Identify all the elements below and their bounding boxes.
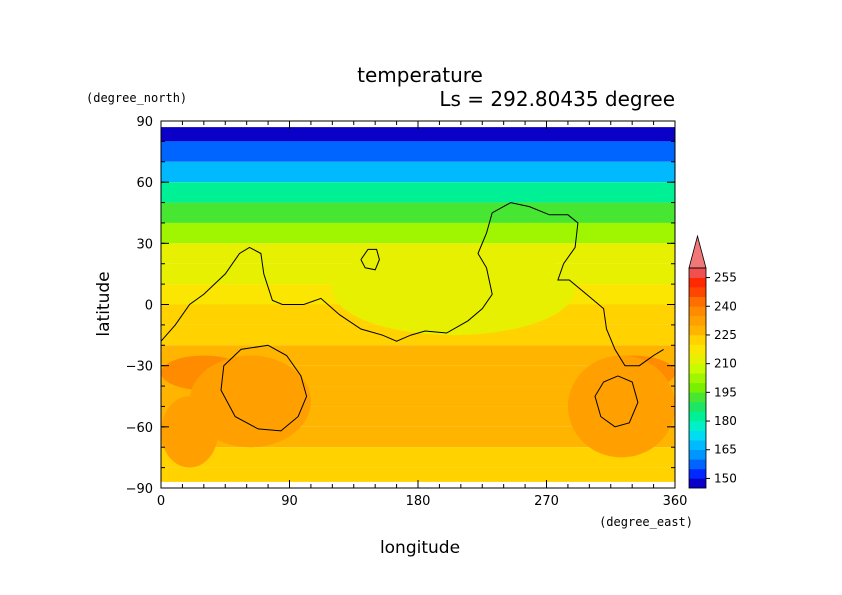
axes: 0 90 180 270 360 90 60 30 0 −30 −60 −90 [126, 115, 688, 509]
field-band [161, 161, 675, 183]
colorbar-swatch [689, 401, 706, 412]
colorbar-swatch [689, 430, 706, 441]
y-axis-label: latitude [94, 271, 114, 336]
field-band [161, 345, 675, 366]
x-unit-label: (degree_east) [599, 515, 693, 529]
field-band [161, 467, 675, 482]
colorbar-tick-label: 225 [714, 328, 737, 342]
colorbar-tick-label: 165 [714, 443, 737, 457]
colorbar-extend-arrow [688, 234, 707, 269]
x-tick-label: 270 [534, 494, 559, 509]
colorbar-tick-label: 255 [714, 271, 737, 285]
contour-line [360, 248, 380, 271]
colorbar-swatch [689, 449, 706, 460]
colorbar-swatch [689, 315, 706, 326]
contour-line [220, 344, 308, 432]
field-band [161, 447, 675, 468]
field-region [189, 355, 311, 448]
field-band [161, 141, 675, 162]
y-tick-label: 60 [136, 176, 153, 191]
x-tick-label: 0 [157, 494, 165, 509]
field-band [161, 202, 675, 223]
y-tick-label: −30 [126, 360, 153, 375]
colorbar-swatch [689, 344, 706, 355]
colorbar-swatch [689, 459, 706, 470]
x-tick-label: 360 [663, 494, 688, 509]
colorbar-swatch [689, 373, 706, 384]
y-tick-label: −60 [126, 421, 153, 436]
contour-line [594, 375, 639, 428]
colorbar-swatch [689, 325, 706, 336]
chart-title: temperature [357, 63, 483, 87]
colorbar-swatch [689, 363, 706, 374]
field-band [161, 127, 675, 142]
temperature-field [161, 121, 675, 488]
colorbar-swatch [689, 392, 706, 403]
colorbar-tick-label: 150 [714, 471, 737, 485]
colorbar-swatch [689, 421, 706, 431]
continent-contours [161, 202, 664, 432]
colorbar-swatch [689, 268, 706, 278]
x-tick-label: 90 [281, 494, 298, 509]
y-tick-label: 30 [136, 237, 153, 252]
colorbar: 150 165 180 195 210 225 240 255 [688, 234, 737, 489]
colorbar-tick-label: 240 [714, 299, 737, 313]
x-axis-label: longitude [380, 538, 460, 558]
colorbar-swatch [689, 334, 706, 345]
chart-subtitle: Ls = 292.80435 degree [439, 87, 675, 111]
x-tick-label: 180 [406, 494, 431, 509]
colorbar-swatch [689, 478, 706, 489]
colorbar-swatch [689, 296, 706, 307]
field-band [161, 182, 675, 203]
contour-line [161, 202, 664, 367]
y-unit-label: (degree_north) [86, 91, 187, 105]
colorbar-swatch [689, 354, 706, 364]
colorbar-swatch [689, 411, 706, 422]
colorbar-swatch [689, 468, 706, 479]
y-tick-label: 0 [145, 299, 153, 314]
field-band [161, 324, 675, 346]
colorbar-swatch [689, 382, 706, 393]
field-region [161, 396, 219, 468]
colorbar-tick-label: 180 [714, 414, 737, 428]
colorbar-frame [688, 267, 707, 489]
field-region [567, 355, 675, 458]
field-band [161, 222, 675, 244]
colorbar-swatch [689, 287, 706, 297]
colorbar-tick-label: 195 [714, 385, 737, 399]
colorbar-swatch [689, 277, 706, 288]
colorbar-tick-label: 210 [714, 357, 737, 371]
colorbar-swatch [689, 306, 706, 317]
colorbar-swatch [689, 440, 706, 451]
y-tick-label: −90 [126, 482, 153, 497]
y-tick-label: 90 [136, 115, 153, 130]
field-region [332, 243, 576, 336]
